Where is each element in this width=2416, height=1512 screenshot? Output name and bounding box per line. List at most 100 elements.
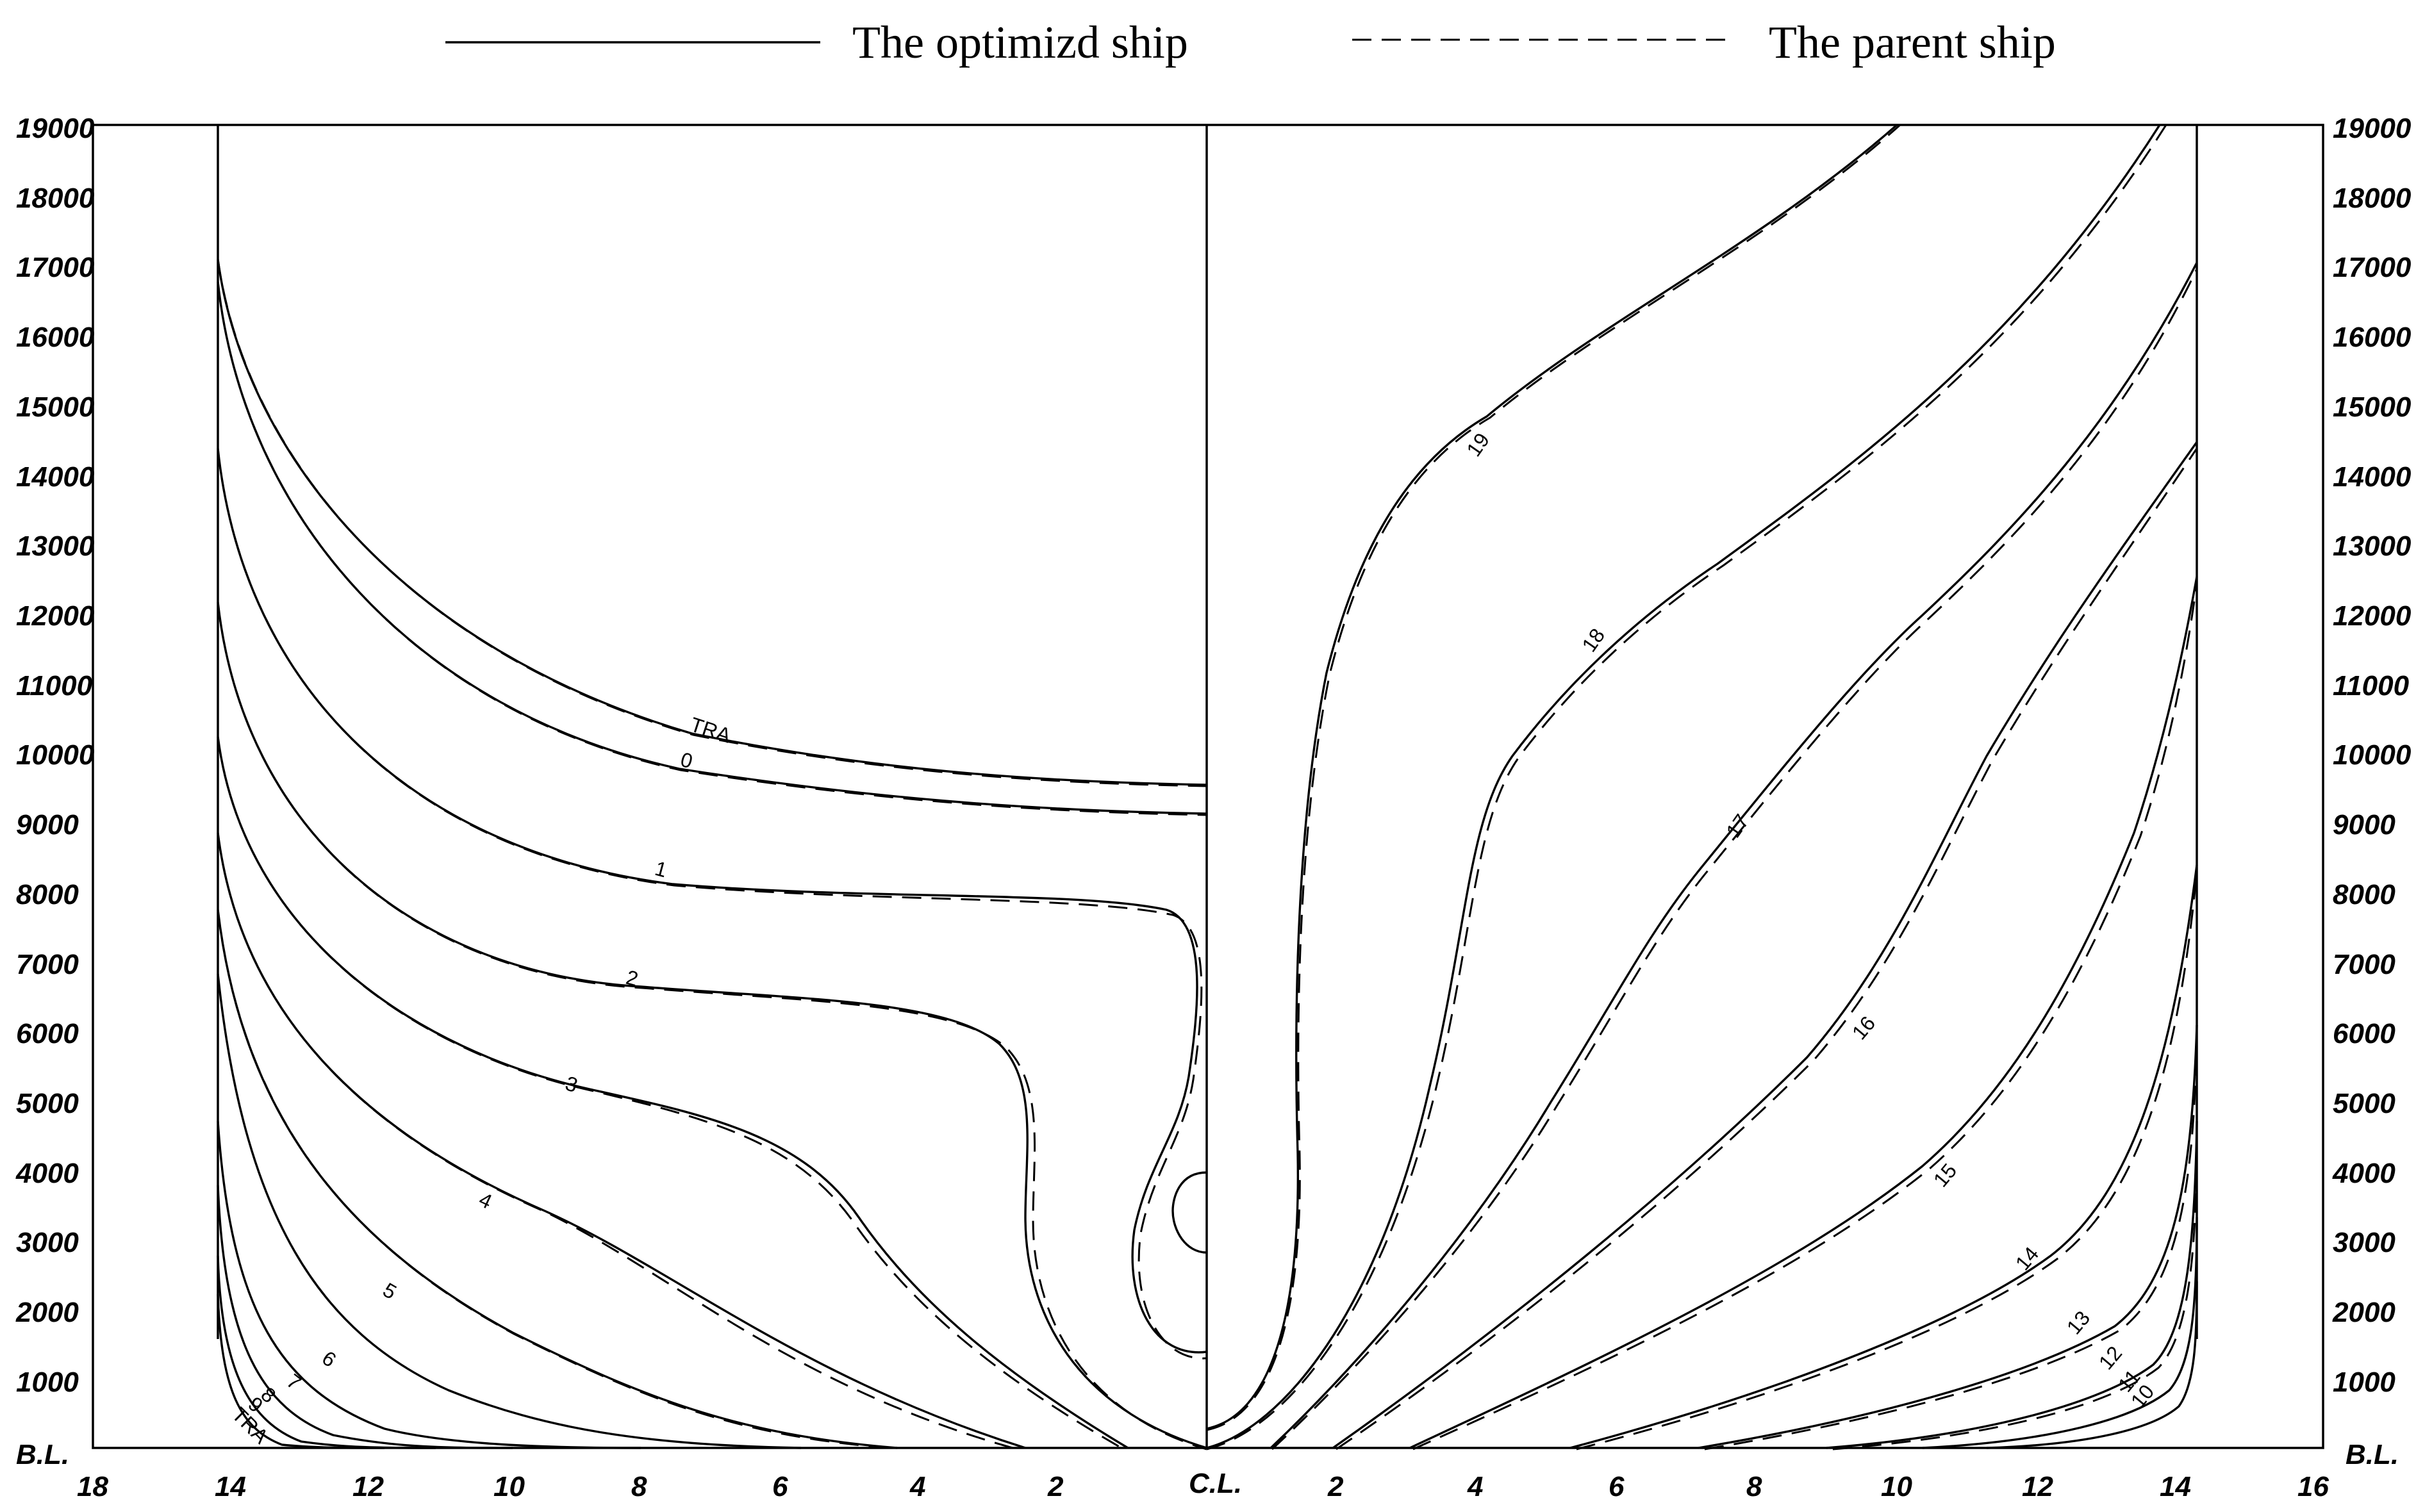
- station-2-optimized: [217, 602, 1207, 1449]
- station-label: 16: [1848, 1012, 1880, 1044]
- station-18-parent: [1206, 124, 2167, 1450]
- station-label: TRA: [688, 712, 734, 747]
- left-y-tick: 10000: [16, 739, 95, 771]
- right-y-tick: 15000: [2333, 391, 2412, 423]
- station-14-parent: [1576, 871, 2198, 1450]
- legend-parent-label: The parent ship: [1769, 17, 2056, 68]
- station-label: 3: [563, 1071, 581, 1097]
- left-y-tick: 18000: [16, 183, 95, 214]
- station-tra-aft-optimized: [217, 259, 1207, 786]
- x-tick-left: 14: [215, 1471, 246, 1502]
- station-6-optimized: [217, 973, 802, 1449]
- right-y-axis: 19000 18000 17000 16000 15000 14000 1300…: [2332, 113, 2412, 1470]
- station-label: TRA: [228, 1402, 273, 1448]
- x-tick-right: 10: [1881, 1471, 1912, 1502]
- left-y-tick: 8000: [16, 879, 79, 910]
- station-12-parent: [1832, 1127, 2198, 1450]
- station-0-optimized: [217, 281, 1207, 815]
- station-label: 14: [2011, 1242, 2043, 1274]
- left-y-axis: 19000 18000 17000 16000 15000 14000 1300…: [15, 113, 95, 1470]
- station-1-optimized: [217, 448, 1207, 1354]
- station-16-optimized: [1332, 441, 2198, 1449]
- station-17-optimized: [1270, 262, 2198, 1449]
- station-14-optimized: [1569, 864, 2198, 1449]
- station-5-optimized: [217, 909, 898, 1449]
- right-y-tick: 4000: [2332, 1158, 2395, 1189]
- x-tick-right: 16: [2297, 1471, 2329, 1502]
- x-tick-left: 4: [909, 1471, 925, 1502]
- left-y-tick: 13000: [16, 530, 95, 562]
- x-tick-left: 6: [772, 1471, 788, 1502]
- station-8-optimized: [217, 1185, 513, 1449]
- left-y-tick: 5000: [16, 1088, 79, 1119]
- x-tick-right: 12: [2022, 1471, 2053, 1502]
- station-1-parent: [217, 449, 1207, 1360]
- legend: The optimizd ship The parent ship: [445, 17, 2056, 68]
- x-tick-right: 8: [1746, 1471, 1762, 1502]
- right-y-tick: 18000: [2333, 183, 2412, 214]
- right-y-tick: 10000: [2333, 739, 2412, 771]
- station-label: 13: [2062, 1306, 2094, 1338]
- station-15-optimized: [1409, 576, 2198, 1449]
- station-3-optimized: [217, 736, 1129, 1449]
- station-2-parent: [217, 603, 1207, 1450]
- x-tick-right: 14: [2160, 1471, 2191, 1502]
- x-axis: 18 14 12 10 8 6 4 2 C.L. 2 4 6 8 10 12 1…: [77, 1468, 2329, 1502]
- left-baseline-label: B.L.: [16, 1439, 69, 1470]
- right-y-tick: 7000: [2333, 949, 2395, 980]
- station-15-parent: [1412, 582, 2198, 1450]
- station-10-optimized: [1986, 1281, 2198, 1449]
- left-y-tick: 1000: [16, 1367, 79, 1398]
- left-y-tick: 15000: [16, 391, 95, 423]
- right-y-tick: 19000: [2333, 113, 2412, 144]
- station-18-optimized: [1206, 124, 2161, 1449]
- x-tick-right: 6: [1609, 1471, 1625, 1502]
- right-y-tick: 12000: [2333, 600, 2412, 632]
- right-y-tick: 3000: [2333, 1227, 2395, 1258]
- right-y-tick: 9000: [2333, 809, 2395, 841]
- x-tick-right: 4: [1467, 1471, 1483, 1502]
- plot-frame: [92, 124, 2324, 1449]
- propeller-boss: [1171, 1171, 1207, 1254]
- right-y-tick: 14000: [2333, 461, 2412, 493]
- fore-body-sections: [1206, 124, 2198, 1450]
- fore-station-labels: 19 18 17 16 15 14 13 12 11 10: [1462, 429, 2158, 1412]
- station-label: 12: [2094, 1342, 2126, 1374]
- station-3-parent: [217, 737, 1122, 1449]
- right-y-tick: 1000: [2333, 1367, 2395, 1398]
- outer-frame: [92, 124, 2324, 1449]
- station-7-optimized: [217, 1121, 641, 1449]
- left-y-tick: 16000: [16, 322, 95, 353]
- station-label: 6: [318, 1346, 340, 1372]
- left-y-tick: 3000: [16, 1227, 79, 1258]
- station-13-parent: [1704, 1031, 2198, 1450]
- station-label: 5: [379, 1278, 401, 1304]
- station-4-parent: [217, 834, 1013, 1449]
- left-y-tick: 19000: [16, 113, 95, 144]
- x-tick-left: 2: [1047, 1471, 1064, 1502]
- left-y-tick: 4000: [15, 1158, 79, 1189]
- right-y-tick: 13000: [2333, 530, 2412, 562]
- left-y-tick: 2000: [15, 1297, 79, 1328]
- station-19-optimized: [1206, 124, 1898, 1430]
- right-y-tick: 6000: [2333, 1018, 2395, 1049]
- right-y-tick: 11000: [2333, 670, 2410, 702]
- right-y-tick: 8000: [2333, 879, 2395, 910]
- x-tick-left: 18: [77, 1471, 108, 1502]
- station-9-optimized: [217, 1255, 436, 1449]
- x-tick-right: 2: [1327, 1471, 1344, 1502]
- station-4-optimized: [217, 832, 1026, 1449]
- station-tra-fore-optimized: [217, 1294, 385, 1449]
- left-y-tick: 7000: [16, 949, 79, 980]
- station-17-parent: [1271, 268, 2198, 1450]
- x-tick-left: 8: [631, 1471, 647, 1502]
- aft-body-sections: [217, 259, 1207, 1450]
- left-y-tick: 17000: [16, 252, 95, 283]
- left-y-tick: 11000: [16, 670, 93, 702]
- left-y-tick: 12000: [16, 600, 95, 632]
- station-5-parent: [217, 910, 891, 1449]
- station-label: 7: [283, 1369, 306, 1394]
- legend-optimized-label: The optimizd ship: [852, 17, 1188, 68]
- station-label: 4: [476, 1188, 495, 1213]
